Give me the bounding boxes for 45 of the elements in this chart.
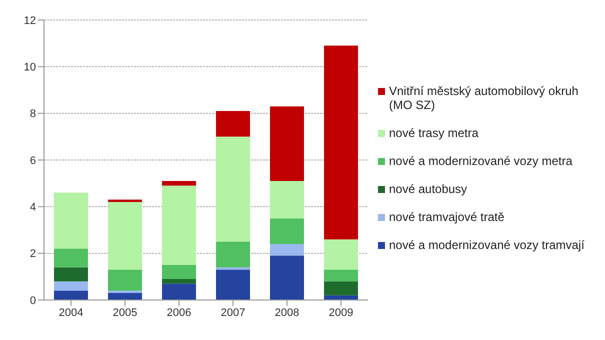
x-tick-label: 2007 (220, 306, 246, 319)
bar (270, 218, 304, 244)
bar (324, 270, 358, 282)
bar (108, 270, 142, 291)
bar (162, 181, 196, 186)
x-tick-label: 2005 (112, 306, 138, 319)
bar (216, 270, 250, 300)
bar (54, 290, 88, 300)
legend-label: nové a modernizované vozy tramvají (389, 238, 584, 252)
bar (216, 242, 250, 268)
x-tick-label: 2008 (274, 306, 300, 319)
y-tick-label: 12 (24, 14, 36, 27)
y-tick-label: 6 (30, 154, 36, 167)
bar (108, 202, 142, 270)
legend-label: nové autobusy (389, 182, 468, 196)
bar (162, 186, 196, 265)
y-tick-label: 10 (24, 62, 36, 74)
bar (162, 284, 196, 300)
bar (162, 279, 196, 284)
bar (270, 181, 304, 218)
bar (270, 244, 304, 256)
bar (270, 256, 304, 300)
bar (216, 111, 250, 137)
x-tick-label: 2006 (166, 306, 192, 319)
bar (54, 281, 88, 291)
y-tick-label: 0 (30, 294, 36, 307)
y-tick-label: 8 (30, 108, 36, 120)
bar (108, 293, 142, 300)
x-tick-label: 2004 (58, 306, 84, 319)
bar (54, 267, 88, 282)
legend-label: nové a modernizované vozy metra (389, 154, 572, 168)
x-tick-label: 2009 (328, 306, 354, 319)
bar (162, 265, 196, 279)
legend-label: nové trasy metra (389, 126, 478, 140)
bar (324, 281, 358, 296)
bar (216, 136, 250, 242)
legend-label: nové tramvajové tratě (389, 210, 504, 224)
bar (324, 239, 358, 270)
bar (54, 248, 88, 268)
legend-label: Vnitřní městský automobilový okruh (MO SZ) (389, 84, 580, 112)
bar (324, 46, 358, 240)
bar (270, 106, 304, 181)
y-tick-label: 4 (30, 202, 36, 214)
bar (54, 192, 88, 249)
y-tick-label: 2 (30, 248, 36, 260)
